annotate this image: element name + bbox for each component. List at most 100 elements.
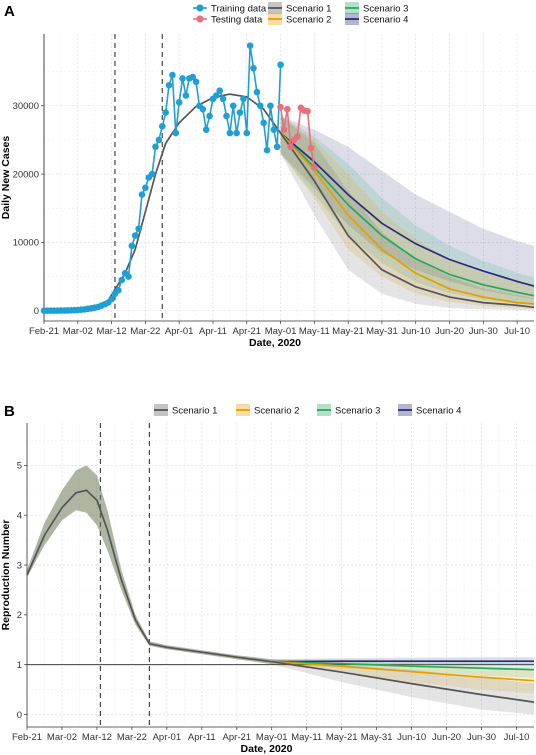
x-tick-label: Jun-10 [397, 732, 426, 743]
training-data-point [175, 99, 183, 106]
training-data-point [263, 146, 271, 154]
scenario-4-line [280, 132, 535, 287]
training-data-point [142, 184, 149, 192]
training-data-point [233, 129, 240, 137]
scenario-1-line [279, 132, 535, 309]
legend-key-point [196, 15, 204, 23]
training-data-point [182, 92, 190, 99]
testing-data-point [304, 107, 311, 115]
legend-key-point [196, 4, 204, 12]
legend-item: Scenario 1 [154, 404, 217, 416]
x-tick-label: Jun-30 [467, 732, 496, 743]
x-tick-label: Jun-10 [401, 326, 430, 337]
panel-a-chart: A Feb-21 Mar-02 Mar-12 Mar-22 Apr-01 Apr-11 Apr… [0, 2, 535, 349]
x-tick-label: Mar-22 [117, 732, 147, 743]
training-data-point [273, 143, 281, 151]
x-tick-label: Mar-02 [47, 732, 77, 743]
y-tick-label: 5 [17, 461, 22, 472]
legend-item: Scenario 3 [317, 404, 380, 416]
panel-letter: B [4, 403, 15, 420]
legend-item: Scenario 4 [398, 404, 461, 416]
training-data-point [260, 119, 267, 127]
x-tick-label: Jun-30 [469, 326, 498, 337]
x-tick-label: Apr-21 [233, 326, 262, 337]
training-data-point [270, 126, 278, 133]
legend-label: Scenario 2 [286, 14, 331, 25]
x-axis-title: Date, 2020 [241, 743, 293, 755]
y-tick-label: 0 [17, 710, 22, 721]
x-tick-label: May-01 [265, 326, 297, 337]
training-data-point [226, 129, 234, 137]
legend-label: Scenario 2 [254, 405, 299, 416]
training-data-point [135, 225, 142, 233]
training-data-point [172, 129, 180, 137]
scenario-3-band [280, 116, 534, 306]
legend-item: Scenario 2 [268, 13, 331, 25]
legend-label: Scenario 4 [363, 14, 408, 25]
x-tick-label: May-11 [299, 326, 330, 337]
testing-data-point [287, 143, 294, 151]
legend-label: Scenario 1 [172, 405, 217, 416]
scenario-1-band [280, 116, 534, 311]
training-data-point [152, 143, 159, 151]
legend-label: Scenario 1 [286, 3, 331, 14]
training-data-point [128, 242, 136, 250]
legend-label: Scenario 4 [416, 405, 461, 416]
scenario-1-band [271, 659, 534, 715]
training-data-point [192, 78, 200, 86]
x-tick-label: Feb-21 [29, 326, 59, 337]
x-axis-title: Date, 2020 [249, 337, 301, 349]
training-data-point [229, 102, 237, 110]
y-axis-title: Daily New Cases [0, 136, 12, 220]
x-tick-label: Jun-20 [432, 732, 461, 743]
training-data-point [158, 122, 166, 130]
scenario-3-line [271, 660, 535, 671]
legend-label: Scenario 3 [335, 405, 380, 416]
training-data-point [216, 87, 224, 95]
x-tick-label: May-21 [326, 732, 358, 743]
legend-item: Scenario 3 [345, 2, 408, 14]
training-data-point [138, 191, 146, 198]
training-data-point [155, 136, 163, 144]
x-tick-label: Mar-12 [82, 732, 112, 743]
testing-data-point [311, 163, 318, 171]
y-tick-label: 30000 [13, 101, 39, 112]
training-data-point [202, 126, 210, 133]
training-data-point [199, 105, 207, 113]
y-tick-label: 1 [17, 660, 22, 671]
training-data-point [165, 81, 173, 89]
y-axis-title: Reproduction Number [0, 520, 12, 631]
x-tick-label: May-11 [291, 732, 322, 743]
training-data-point [131, 232, 139, 239]
x-tick-label: May-21 [332, 326, 364, 337]
legend-item: Scenario 4 [345, 13, 408, 25]
training-data-point [253, 88, 261, 96]
training-data-point [108, 295, 115, 303]
x-tick-label: Feb-21 [12, 732, 42, 743]
training-data-point [206, 112, 213, 120]
x-tick-label: Mar-12 [97, 326, 127, 337]
testing-data-point [277, 103, 284, 111]
x-tick-label: Jul-10 [504, 732, 530, 743]
legend: Training data Scenario 1 Scenario 3 Testing… [193, 2, 408, 25]
x-tick-label: Mar-02 [63, 326, 93, 337]
panel-letter: A [4, 3, 15, 20]
training-data-point [256, 102, 264, 110]
training-data-point [240, 95, 247, 103]
x-tick-label: Jun-20 [435, 326, 464, 337]
x-tick-label: May-31 [366, 326, 398, 337]
training-data-point [277, 61, 284, 69]
legend-label: Testing data [211, 14, 263, 25]
legend-label: Scenario 3 [363, 3, 408, 14]
x-tick-label: Apr-11 [199, 326, 227, 337]
testing-data-point [307, 144, 315, 152]
scenario-2-band [280, 116, 534, 309]
training-data-point [125, 273, 132, 280]
training-data-point [250, 64, 257, 72]
x-tick-label: Jul-10 [504, 326, 530, 337]
panel-b-chart: B Feb-21 Mar-02 Mar-12 Mar-22 Apr-01 Apr-11 Apr… [0, 403, 535, 755]
training-data-point [115, 286, 122, 294]
legend: Scenario 1 Scenario 2 Scenario 3 Scenario 4 [154, 404, 461, 416]
y-tick-label: 3 [17, 560, 22, 571]
